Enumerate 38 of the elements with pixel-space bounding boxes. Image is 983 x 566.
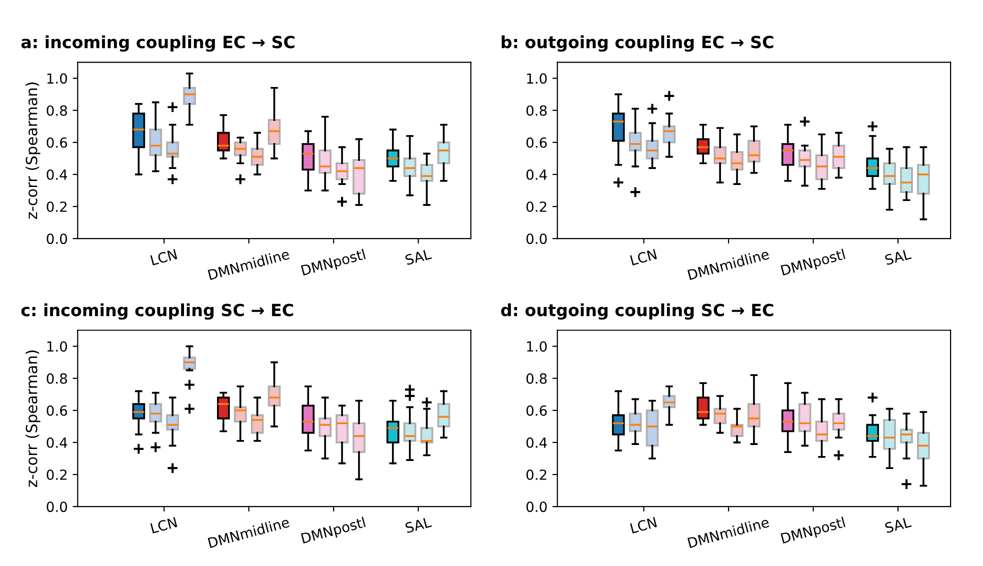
y-tick-label: 1.0 [47, 341, 68, 352]
y-axis-title: z-corr (Spearman) [26, 350, 40, 487]
x-tick-label: SAL [884, 248, 912, 266]
x-tick-label: LCN [630, 516, 657, 534]
y-tick-label: 0.0 [46, 502, 68, 512]
y-tick-label: 0.4 [46, 437, 68, 448]
y-axis-title: z-corr (Spearman) [26, 82, 40, 219]
y-tick-label: 0.0 [526, 502, 547, 512]
y-tick-label: 0.4 [46, 169, 68, 180]
chart-title: a: incoming coupling EC → SC [21, 35, 294, 52]
y-tick-label: 0.6 [46, 405, 68, 416]
y-tick-label: 0.8 [46, 373, 67, 384]
y-tick-label: 0.4 [526, 437, 547, 448]
x-tick-label: LCN [150, 516, 178, 534]
y-tick-label: 0.8 [46, 105, 67, 116]
chart-title: b: outgoing coupling EC → SC [502, 35, 774, 52]
y-tick-label: 0.0 [526, 234, 547, 244]
y-tick-label: 1.0 [527, 341, 547, 352]
y-tick-label: 0.2 [46, 469, 67, 480]
x-tick-label: SAL [404, 516, 432, 534]
y-tick-label: 0.6 [46, 137, 68, 148]
y-tick-label: 1.0 [527, 73, 547, 84]
x-tick-label: LCN [150, 248, 178, 266]
y-tick-label: 0.0 [46, 234, 68, 244]
chart-title: d: outgoing coupling SC → EC [501, 303, 774, 320]
x-tick-label: LCN [630, 248, 657, 266]
y-tick-label: 0.6 [526, 405, 547, 416]
y-tick-label: 0.2 [526, 201, 546, 212]
y-tick-label: 0.4 [526, 169, 547, 180]
y-tick-label: 0.8 [526, 105, 547, 116]
y-tick-label: 0.2 [46, 201, 67, 212]
y-tick-label: 0.8 [526, 373, 547, 384]
y-tick-label: 1.0 [47, 73, 68, 84]
x-tick-label: SAL [404, 248, 432, 266]
chart-title: c: incoming coupling SC → EC [21, 303, 294, 320]
x-tick-label: SAL [884, 516, 912, 534]
y-tick-label: 0.6 [526, 137, 547, 148]
y-tick-label: 0.2 [526, 469, 546, 480]
